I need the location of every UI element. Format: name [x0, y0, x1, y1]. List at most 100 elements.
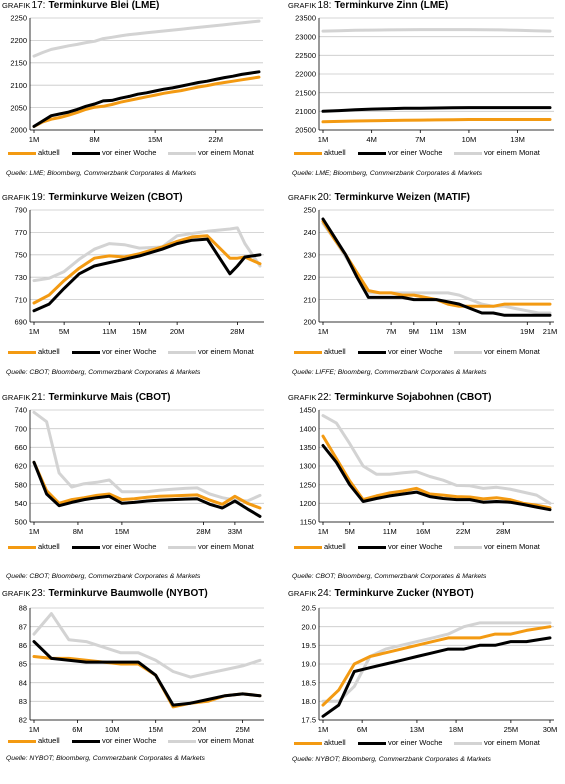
- legend-swatch-woche: [358, 351, 386, 354]
- chart-legend: aktuell vor einer Woche vor einem Monat: [286, 148, 565, 160]
- chart-panel: Grafik22: Terminkurve Sojabohnen (CBOT) 11…: [286, 392, 565, 588]
- x-tick-label: 15M: [132, 327, 147, 336]
- y-tick-label: 1150: [300, 518, 316, 527]
- title-prefix: Grafik: [2, 589, 31, 598]
- y-tick-label: 740: [14, 406, 27, 415]
- y-tick-label: 20.0: [301, 622, 316, 631]
- x-tick-label: 18M: [449, 725, 464, 734]
- chart-panel: Grafik17: Terminkurve Blei (LME) 2000 2050 2…: [0, 0, 279, 196]
- legend-label-monat: vor einem Monat: [198, 148, 254, 157]
- x-tick-label: 1M: [29, 135, 39, 144]
- series-line-monat: [32, 226, 262, 283]
- y-tick-label: 23000: [295, 32, 316, 41]
- y-tick-label: 710: [14, 295, 27, 304]
- x-tick-label: 8M: [73, 527, 83, 536]
- y-tick-label: 1450: [299, 406, 316, 415]
- title-text: Terminkurve Baumwolle (NYBOT): [48, 588, 208, 599]
- x-tick-label: 1M: [29, 725, 39, 734]
- y-tick-label: 240: [303, 228, 316, 237]
- title-number: 23:: [31, 588, 46, 599]
- y-tick-label: 85: [19, 660, 27, 669]
- legend-swatch-monat: [168, 152, 196, 155]
- chart-title: Grafik19: Terminkurve Weizen (CBOT): [2, 192, 183, 203]
- legend-swatch-woche: [358, 546, 386, 549]
- y-tick-label: 200: [303, 318, 316, 327]
- x-tick-label: 25M: [235, 725, 250, 734]
- chart-title: Grafik18: Terminkurve Zinn (LME): [288, 0, 448, 11]
- legend-swatch-aktuell: [8, 740, 36, 743]
- line-chart: 690 710 730 750 770 790 1M 5M 11M 15M 20M 28M: [14, 206, 264, 336]
- legend-label-monat: vor einem Monat: [484, 738, 540, 747]
- series-line-monat: [32, 612, 262, 679]
- y-tick-label: 21500: [295, 88, 316, 97]
- legend-swatch-woche: [358, 152, 386, 155]
- chart-title: Grafik17: Terminkurve Blei (LME): [2, 0, 159, 11]
- x-tick-label: 21M: [543, 327, 558, 336]
- x-tick-label: 13M: [410, 725, 425, 734]
- x-tick-label: 1M: [318, 135, 328, 144]
- x-tick-label: 13M: [510, 135, 525, 144]
- legend-label-aktuell: aktuell: [324, 148, 346, 157]
- legend-swatch-woche: [72, 740, 100, 743]
- legend-swatch-aktuell: [8, 546, 36, 549]
- legend-swatch-aktuell: [294, 546, 322, 549]
- title-text: Terminkurve Mais (CBOT): [48, 392, 171, 403]
- chart-title: Grafik23: Terminkurve Baumwolle (NYBOT): [2, 588, 208, 599]
- series-line-aktuell: [321, 625, 552, 707]
- y-tick-label: 1200: [299, 499, 316, 508]
- chart-legend: aktuell vor einer Woche vor einem Monat: [0, 148, 279, 160]
- legend-swatch-woche: [72, 546, 100, 549]
- x-tick-label: 7M: [415, 135, 425, 144]
- y-tick-label: 620: [14, 462, 27, 471]
- chart-source: Quelle: NYBOT; Bloomberg, Commerzbank Co…: [292, 756, 491, 763]
- legend-swatch-woche: [72, 351, 100, 354]
- legend-swatch-monat: [454, 351, 482, 354]
- legend-label-monat: vor einem Monat: [484, 347, 540, 356]
- y-tick-label: 23500: [295, 14, 316, 23]
- legend-swatch-woche: [358, 742, 386, 745]
- y-tick-label: 2150: [10, 59, 27, 68]
- legend-label-monat: vor einem Monat: [198, 347, 254, 356]
- x-tick-label: 28M: [230, 327, 245, 336]
- legend-label-woche: vor einer Woche: [388, 738, 443, 747]
- legend-label-aktuell: aktuell: [38, 148, 60, 157]
- series-line-monat: [321, 28, 552, 33]
- y-tick-label: 1300: [299, 462, 316, 471]
- y-tick-label: 230: [303, 251, 316, 260]
- x-tick-label: 15M: [148, 725, 163, 734]
- legend-label-woche: vor einer Woche: [102, 736, 157, 745]
- x-tick-label: 1M: [318, 527, 328, 536]
- legend-swatch-aktuell: [294, 152, 322, 155]
- legend-label-woche: vor einer Woche: [388, 148, 443, 157]
- legend-label-woche: vor einer Woche: [388, 542, 443, 551]
- series-line-woche: [321, 106, 552, 113]
- x-tick-label: 1M: [29, 327, 39, 336]
- x-tick-label: 5M: [59, 327, 69, 336]
- chart-panel: Grafik19: Terminkurve Weizen (CBOT) 690 710…: [0, 192, 279, 388]
- y-tick-label: 22500: [295, 51, 316, 60]
- y-tick-label: 250: [303, 206, 316, 215]
- chart-legend: aktuell vor einer Woche vor einem Monat: [286, 542, 565, 554]
- legend-swatch-monat: [168, 546, 196, 549]
- chart-title: Grafik22: Terminkurve Sojabohnen (CBOT): [288, 392, 492, 403]
- y-tick-label: 770: [14, 228, 27, 237]
- legend-label-monat: vor einem Monat: [484, 148, 540, 157]
- y-tick-label: 21000: [295, 107, 316, 116]
- y-tick-label: 82: [19, 716, 27, 725]
- chart-source: Quelle: LME; Bloomberg, Commerzbank Corp…: [292, 170, 483, 177]
- x-tick-label: 10M: [462, 135, 477, 144]
- x-tick-label: 22M: [456, 527, 471, 536]
- title-text: Terminkurve Zinn (LME): [334, 0, 449, 11]
- title-text: Terminkurve Weizen (MATIF): [334, 192, 471, 203]
- x-tick-label: 28M: [496, 527, 511, 536]
- chart-title: Grafik20: Terminkurve Weizen (MATIF): [288, 192, 470, 203]
- chart-legend: aktuell vor einer Woche vor einem Monat: [286, 347, 565, 359]
- title-text: Terminkurve Weizen (CBOT): [48, 192, 183, 203]
- legend-swatch-woche: [72, 152, 100, 155]
- line-chart: 17.5 18.0 18.5 19.0 19.5 20.0 20.5 1M 6M 13M 18M 25…: [301, 604, 557, 734]
- chart-source: Quelle: CBOT; Bloomberg, Commerzbank Cor…: [292, 573, 487, 580]
- y-tick-label: 1400: [299, 424, 316, 433]
- series-line-aktuell: [321, 118, 552, 124]
- series-line-monat: [321, 414, 552, 505]
- y-tick-label: 790: [14, 206, 27, 215]
